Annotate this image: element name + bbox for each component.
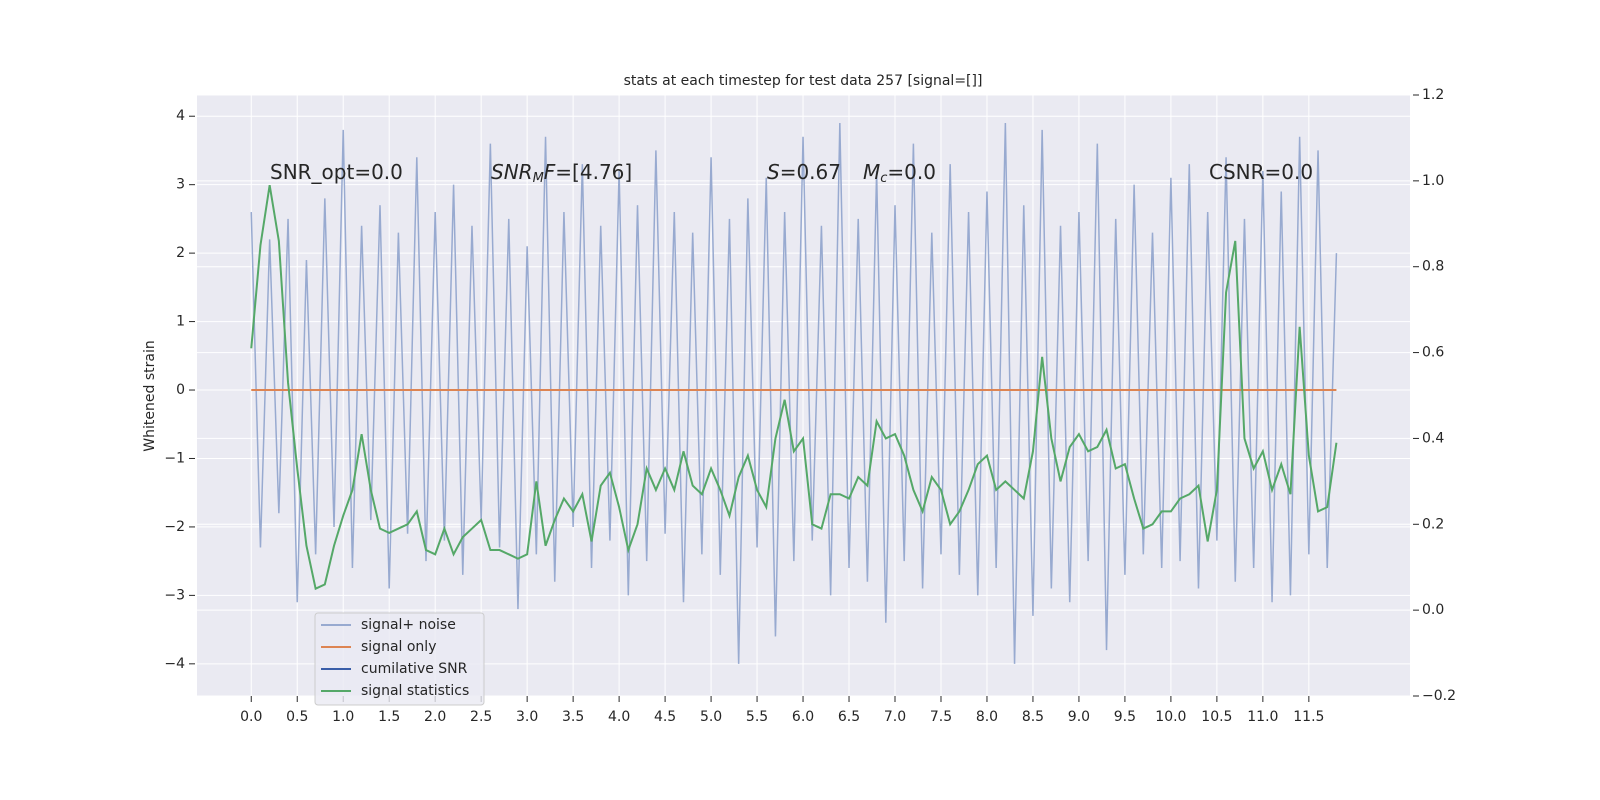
annotation-part: F [544, 160, 556, 184]
y2-tick-label: 1.0 [1422, 173, 1444, 189]
x-tick-label: 6.0 [792, 709, 814, 725]
y-axis-label: Whitened strain [142, 340, 158, 451]
annotation-part: =0.0 [887, 160, 936, 184]
y2-tick-label: 0.0 [1422, 602, 1444, 618]
chart-title: stats at each timestep for test data 257… [624, 73, 983, 89]
y2-tick-label: 0.4 [1422, 430, 1444, 446]
y2-tick-label: 0.8 [1422, 259, 1444, 275]
x-tick-label: 7.0 [884, 709, 906, 725]
y-tick-label: 0 [176, 382, 185, 398]
x-tick-label: 3.0 [516, 709, 538, 725]
x-tick-label: 11.5 [1293, 709, 1324, 725]
y2-tick-label: 0.2 [1422, 516, 1444, 532]
x-tick-label: 1.0 [332, 709, 354, 725]
y-tick-label: −4 [164, 656, 185, 672]
legend-label: cumilative SNR [361, 661, 468, 677]
x-tick-label: 8.0 [976, 709, 998, 725]
x-tick-label: 8.5 [1022, 709, 1044, 725]
x-tick-label: 7.5 [930, 709, 952, 725]
annotation: SNRMF=[4.76] [491, 160, 632, 186]
y-tick-label: −3 [164, 587, 185, 603]
annotation-part: SNR_opt=0.0 [270, 160, 403, 184]
annotation-part: =[4.76] [555, 160, 632, 184]
x-tick-label: 5.5 [746, 709, 768, 725]
y-tick-label: −1 [164, 450, 185, 466]
annotation-part: M [533, 171, 544, 186]
x-tick-label: 4.5 [654, 709, 676, 725]
series-line [250, 184, 1338, 591]
y-tick-label: −2 [164, 519, 185, 535]
x-tick-label: 3.5 [562, 709, 584, 725]
annotation: S=0.67 Mc=0.0 [767, 160, 936, 186]
annotation-part: M [863, 160, 880, 184]
x-tick-label: 0.5 [286, 709, 308, 725]
x-tick-label: 10.0 [1155, 709, 1186, 725]
annotation: SNR_opt=0.0 [270, 160, 403, 184]
annotation-part: =0.67 [780, 160, 841, 184]
x-tick-label: 10.5 [1201, 709, 1232, 725]
x-tick-label: 9.5 [1114, 709, 1136, 725]
annotation-part: SNR [491, 160, 533, 184]
y-tick-label: 2 [176, 245, 185, 261]
x-tick-label: 11.0 [1247, 709, 1278, 725]
x-tick-label: 4.0 [608, 709, 630, 725]
x-tick-label: 1.5 [378, 709, 400, 725]
x-tick-label: 2.0 [424, 709, 446, 725]
y2-tick-label: 1.2 [1422, 87, 1444, 103]
annotation-part: S [767, 160, 780, 184]
legend-label: signal statistics [361, 683, 469, 699]
legend-label: signal only [361, 639, 436, 655]
annotation-part: CSNR=0.0 [1209, 160, 1313, 184]
annotation-part: c [880, 171, 887, 186]
legend-label: signal+ noise [361, 617, 456, 633]
x-tick-label: 6.5 [838, 709, 860, 725]
annotation: CSNR=0.0 [1209, 160, 1313, 184]
y-tick-label: 1 [176, 314, 185, 330]
x-tick-label: 0.0 [240, 709, 262, 725]
series-line [250, 123, 1338, 664]
legend-box [314, 612, 485, 706]
x-tick-label: 9.0 [1068, 709, 1090, 725]
y2-tick-label: −0.2 [1422, 688, 1456, 704]
y2-tick-label: 0.6 [1422, 345, 1444, 361]
x-tick-label: 2.5 [470, 709, 492, 725]
x-tick-label: 5.0 [700, 709, 722, 725]
y-tick-label: 4 [176, 108, 185, 124]
y-tick-label: 3 [176, 177, 185, 193]
legend: signal+ noise signal only cumilative SNR si… [314, 612, 485, 706]
